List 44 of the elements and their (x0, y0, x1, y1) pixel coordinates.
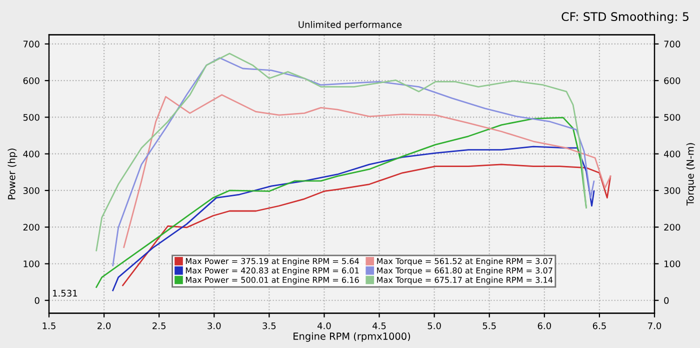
y-tick-label: 600 (23, 77, 40, 84)
y2-tick-label: 300 (664, 187, 680, 194)
legend-label: Max Torque = 675.17 at Engine RPM = 3.14 (377, 276, 553, 284)
y2-tick-label: 100 (664, 260, 680, 268)
line-series (96, 116, 587, 288)
legend-label: Max Torque = 661.80 at Engine RPM = 3.07 (377, 267, 552, 276)
legend-label: Max Torque = 561.52 at Engine RPM = 3.07 (377, 258, 552, 266)
y2-axis-title: Torque (N-m) (686, 143, 696, 206)
y2-tick-label: 0 (664, 297, 669, 304)
x-tick-label: 6.0 (538, 322, 551, 330)
x-tick-label: 2.0 (98, 322, 111, 330)
x-axis-title: Engine RPM (rpmx1000) (294, 332, 410, 342)
line-series (123, 94, 612, 248)
legend-label: Max Power = 500.01 at Engine RPM = 6.16 (186, 276, 359, 284)
y-tick-label: 300 (23, 187, 40, 194)
x-tick-label: 6.5 (592, 322, 606, 330)
y-tick-label: 200 (23, 224, 40, 231)
y-tick-label: 100 (24, 260, 40, 268)
line-series (122, 164, 612, 286)
x-tick-label: 4.5 (372, 322, 386, 330)
y2-tick-label: 400 (664, 150, 680, 158)
annotation: 1.531 (53, 290, 78, 297)
x-tick-label: 5.0 (428, 322, 441, 330)
x-tick-label: 5.5 (482, 322, 496, 330)
x-tick-label: 2.5 (152, 322, 166, 330)
x-tick-label: 3.0 (208, 322, 221, 330)
legend-label: Max Power = 375.19 at Engine RPM = 5.64 (186, 258, 359, 266)
y-tick-label: 400 (23, 150, 40, 158)
chart-subtitle: Unlimited performance (298, 20, 402, 30)
line-series (112, 146, 595, 292)
x-tick-label: 4.0 (317, 322, 331, 330)
y2-tick-label: 600 (664, 77, 680, 84)
y-axis-title: Power (hp) (8, 148, 18, 200)
x-tick-label: 3.5 (262, 322, 276, 330)
y2-tick-label: 200 (664, 224, 680, 231)
y2-tick-label: 700 (664, 40, 680, 48)
text: CF: STD Smoothing: 5 (562, 12, 688, 24)
x-tick-label: 1.5 (42, 322, 56, 330)
y-tick-label: 500 (23, 114, 40, 121)
y2-tick-label: 500 (664, 114, 680, 121)
x-tick-label: 7.0 (648, 322, 662, 330)
y-tick-label: 700 (23, 40, 40, 48)
y-tick-label: 0 (34, 297, 40, 304)
legend-label: Max Power = 420.83 at Engine RPM = 6.01 (186, 267, 359, 276)
